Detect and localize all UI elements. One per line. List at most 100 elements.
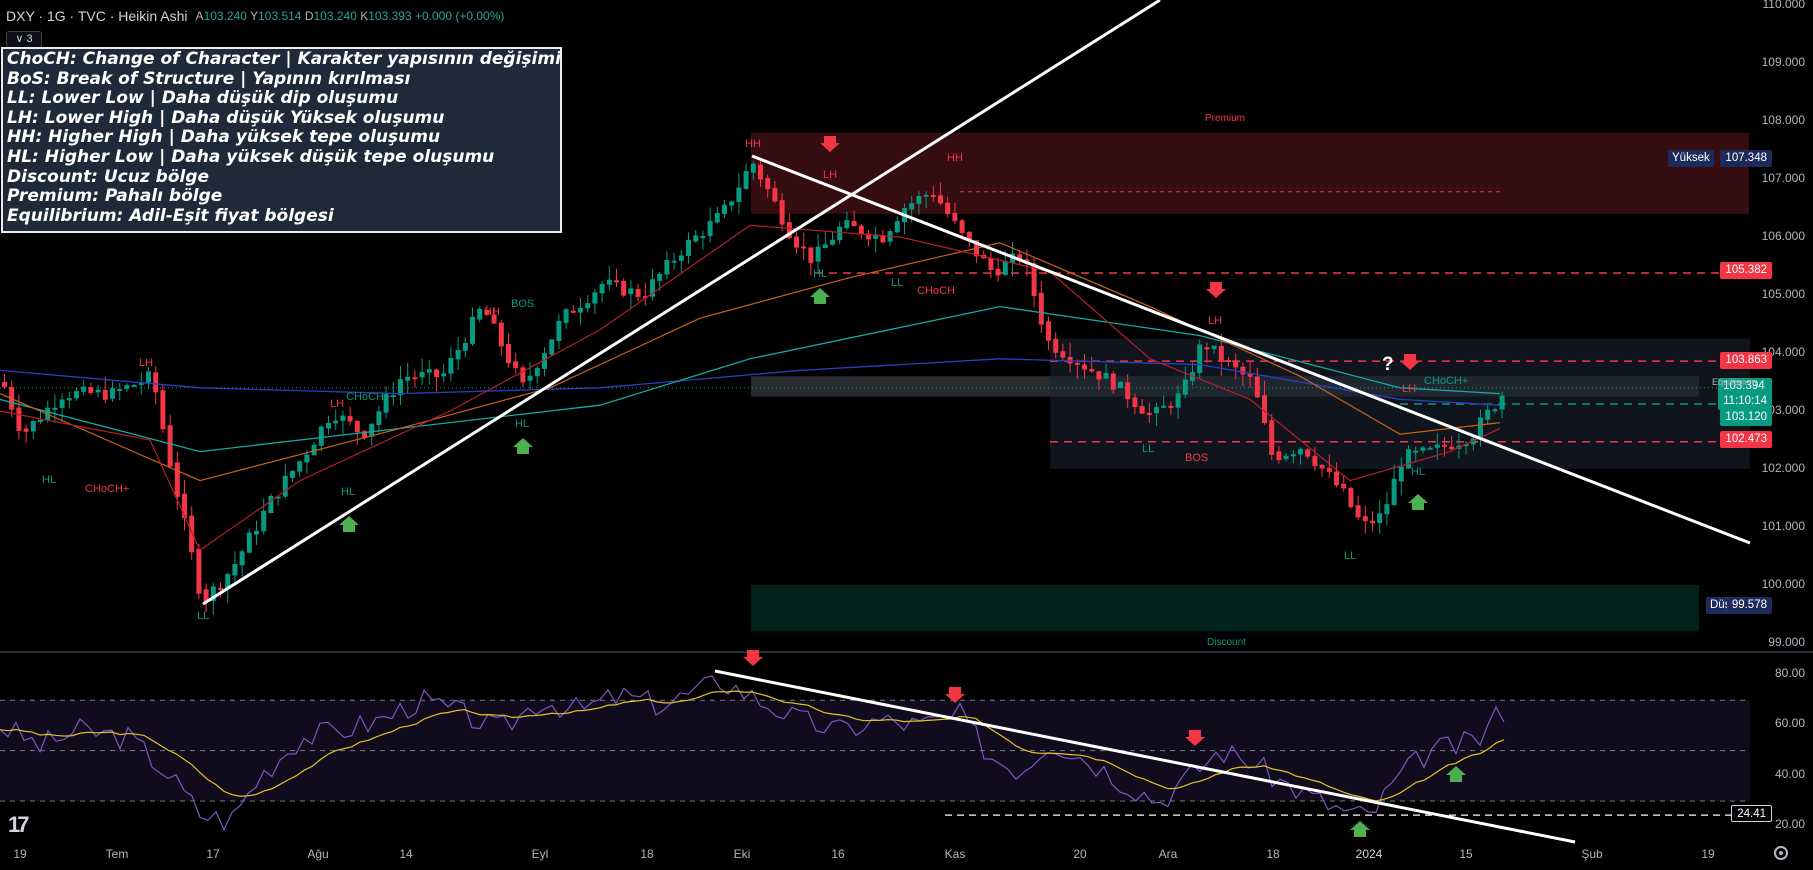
candle-body bbox=[830, 239, 835, 245]
legend-line: BoS: Break of Structure | Yapının kırılm… bbox=[7, 68, 411, 89]
candle-body bbox=[189, 515, 195, 553]
candle-body bbox=[1233, 361, 1239, 368]
candle-body bbox=[167, 425, 173, 467]
gear-icon[interactable] bbox=[1774, 846, 1788, 860]
candle-body bbox=[16, 407, 22, 431]
candle-body bbox=[354, 420, 360, 433]
price-tick: 100.000 bbox=[1761, 577, 1805, 591]
structure-label: HL bbox=[341, 486, 356, 498]
legend-line: HL: Higher Low | Daha yüksek düşük tepe … bbox=[7, 146, 495, 167]
candle-body bbox=[628, 288, 634, 295]
sell-arrow-icon bbox=[1400, 354, 1420, 370]
candle-body bbox=[1161, 405, 1167, 408]
buy-arrow-icon bbox=[810, 288, 830, 304]
resistance-price-tag: 103.863 bbox=[1720, 352, 1772, 369]
candle-body bbox=[347, 416, 353, 422]
candle-body bbox=[146, 371, 151, 383]
candle-body bbox=[52, 407, 58, 410]
candle-body bbox=[650, 279, 655, 297]
legend-line: HH: Higher High | Daha yüksek tepe oluşu… bbox=[7, 127, 441, 148]
time-tick: Tem bbox=[105, 847, 129, 861]
bar-countdown: 11:10:14 bbox=[1723, 395, 1767, 407]
symbol-title[interactable]: DXY · 1G · TVC · Heikin Ashi bbox=[6, 8, 188, 24]
candle-body bbox=[398, 379, 403, 396]
candle-body bbox=[318, 426, 324, 446]
ma-line bbox=[0, 224, 1501, 552]
candle-body bbox=[74, 391, 79, 399]
change-value: +0.000 (+0.00%) bbox=[414, 9, 505, 23]
candle-body bbox=[923, 194, 929, 197]
candle-body bbox=[808, 247, 814, 264]
candle-body bbox=[1326, 468, 1332, 472]
candle-body bbox=[290, 471, 295, 478]
candle-body bbox=[239, 551, 245, 566]
candle-body bbox=[1146, 412, 1152, 415]
buy-arrow-icon bbox=[339, 516, 359, 532]
candle-body bbox=[160, 390, 166, 430]
candle-body bbox=[952, 213, 958, 222]
time-tick: Ara bbox=[1158, 847, 1178, 861]
resistance-price-tag: 105.382 bbox=[1720, 262, 1772, 279]
structure-label: HL bbox=[42, 474, 57, 486]
rsi-tick: 40.00 bbox=[1774, 767, 1805, 781]
candle-body bbox=[786, 222, 792, 239]
candle-body bbox=[513, 361, 519, 369]
candle-body bbox=[441, 373, 447, 377]
tradingview-logo[interactable]: 17 bbox=[8, 812, 30, 837]
candle-body bbox=[736, 187, 742, 202]
candle-body bbox=[686, 239, 691, 256]
candle-body bbox=[1398, 466, 1404, 482]
structure-label: CHoCH bbox=[917, 285, 955, 297]
candle-body bbox=[1002, 261, 1008, 275]
candle-body bbox=[124, 385, 130, 389]
candle-body bbox=[1470, 438, 1476, 445]
candle-body bbox=[246, 532, 252, 553]
trendline bbox=[202, 0, 1161, 606]
candle-body bbox=[758, 164, 763, 180]
legend-line: LH: Lower High | Daha düşük Yüksek oluşu… bbox=[7, 107, 445, 128]
candle-body bbox=[1384, 504, 1390, 515]
time-tick: 15 bbox=[1459, 847, 1473, 861]
candle-body bbox=[254, 530, 259, 535]
sell-arrow-icon bbox=[945, 687, 965, 703]
candle-body bbox=[707, 220, 713, 237]
candle-body bbox=[916, 195, 922, 204]
candle-body bbox=[138, 382, 144, 385]
candle-body bbox=[592, 292, 598, 304]
candle-body bbox=[995, 268, 1001, 276]
candle-body bbox=[542, 353, 547, 369]
candle-body bbox=[894, 221, 900, 233]
candle-body bbox=[765, 177, 771, 190]
chevron-down-icon: ∨ bbox=[15, 33, 24, 45]
candle-body bbox=[1319, 465, 1325, 469]
legend-line: Discount: Ucuz bölge bbox=[7, 166, 210, 187]
rsi-ma-line bbox=[0, 690, 1505, 802]
candle-body bbox=[110, 388, 115, 399]
time-tick: 16 bbox=[831, 847, 845, 861]
candle-body bbox=[1341, 483, 1347, 489]
candle-body bbox=[549, 339, 555, 355]
candle-body bbox=[340, 415, 346, 421]
candle-body bbox=[2, 382, 7, 388]
candle-body bbox=[556, 320, 562, 341]
price-tick: 108.000 bbox=[1761, 113, 1805, 127]
candle-body bbox=[1132, 397, 1138, 408]
structure-label: HL bbox=[1411, 466, 1426, 478]
candle-body bbox=[1334, 471, 1339, 486]
candle-body bbox=[866, 233, 871, 240]
candle-body bbox=[1218, 345, 1224, 362]
candle-body bbox=[484, 309, 490, 316]
candle-body bbox=[1074, 362, 1080, 365]
legend-box: ChoCH: Change of Character | Karakter ya… bbox=[1, 47, 562, 233]
candle-body bbox=[1254, 376, 1260, 398]
candle-body bbox=[822, 244, 828, 249]
candle-body bbox=[448, 357, 454, 374]
candle-body bbox=[873, 234, 879, 239]
ma-line bbox=[0, 242, 1501, 482]
indicators-collapse-button[interactable]: ∨ 3 bbox=[6, 31, 42, 48]
candle-body bbox=[174, 462, 180, 498]
candle-body bbox=[1427, 447, 1433, 450]
candle-body bbox=[311, 444, 317, 456]
